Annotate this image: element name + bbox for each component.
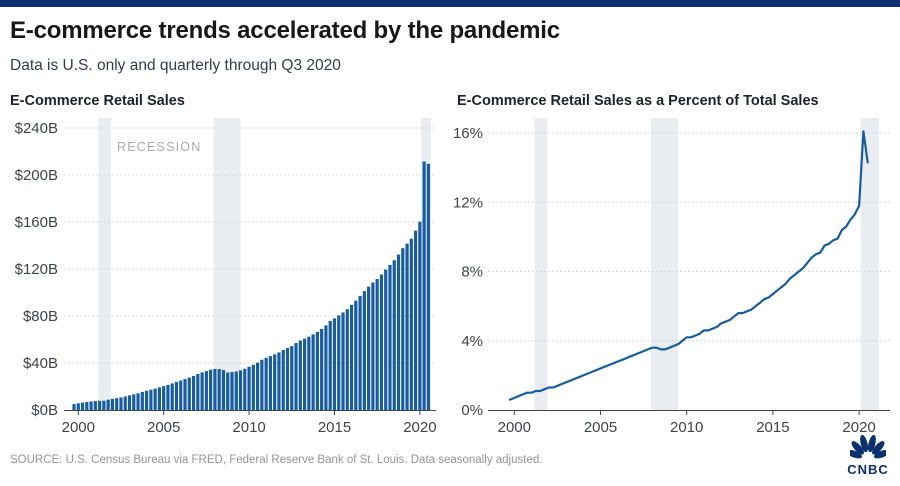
- brand-accent-bar: [0, 0, 900, 7]
- svg-text:$80B: $80B: [23, 308, 58, 325]
- svg-text:$160B: $160B: [15, 214, 58, 231]
- source-note: SOURCE: U.S. Census Bureau via FRED, Fed…: [10, 454, 543, 466]
- svg-text:RECESSION: RECESSION: [117, 140, 201, 154]
- ecommerce-sales-bar-chart: $0B $40B $80B $120B $160B $200B $240B RECESSION…: [15, 118, 437, 436]
- svg-text:$120B: $120B: [15, 261, 58, 278]
- page-subtitle: Data is U.S. only and quarterly through …: [10, 57, 341, 74]
- svg-text:2000: 2000: [62, 419, 95, 436]
- svg-text:12%: 12%: [453, 194, 483, 211]
- peacock-icon: [846, 434, 890, 459]
- svg-text:2010: 2010: [670, 419, 703, 436]
- svg-text:$0B: $0B: [31, 402, 58, 419]
- svg-text:2015: 2015: [318, 419, 351, 436]
- svg-text:2005: 2005: [584, 419, 617, 436]
- cnbc-logo-text: CNBC: [847, 462, 889, 477]
- svg-text:$240B: $240B: [15, 120, 58, 137]
- svg-text:16%: 16%: [453, 125, 483, 142]
- svg-text:2020: 2020: [842, 419, 875, 436]
- svg-text:2015: 2015: [756, 419, 789, 436]
- left-chart-title: E-Commerce Retail Sales: [10, 93, 185, 109]
- svg-text:2005: 2005: [147, 419, 180, 436]
- ecommerce-percent-line-chart: 0% 4% 8% 12% 16% 2000 2005 2010 2015 2020: [453, 118, 890, 436]
- svg-text:2010: 2010: [232, 419, 265, 436]
- cnbc-logo: CNBC: [839, 434, 897, 477]
- svg-text:8%: 8%: [461, 264, 483, 281]
- svg-text:2000: 2000: [498, 419, 531, 436]
- svg-text:2020: 2020: [403, 419, 436, 436]
- svg-text:0%: 0%: [461, 402, 483, 419]
- svg-text:$200B: $200B: [15, 167, 58, 184]
- right-chart-title: E-Commerce Retail Sales as a Percent of …: [457, 93, 819, 109]
- svg-text:4%: 4%: [461, 333, 483, 350]
- svg-text:$40B: $40B: [23, 355, 58, 372]
- page-title: E-commerce trends accelerated by the pan…: [10, 17, 560, 44]
